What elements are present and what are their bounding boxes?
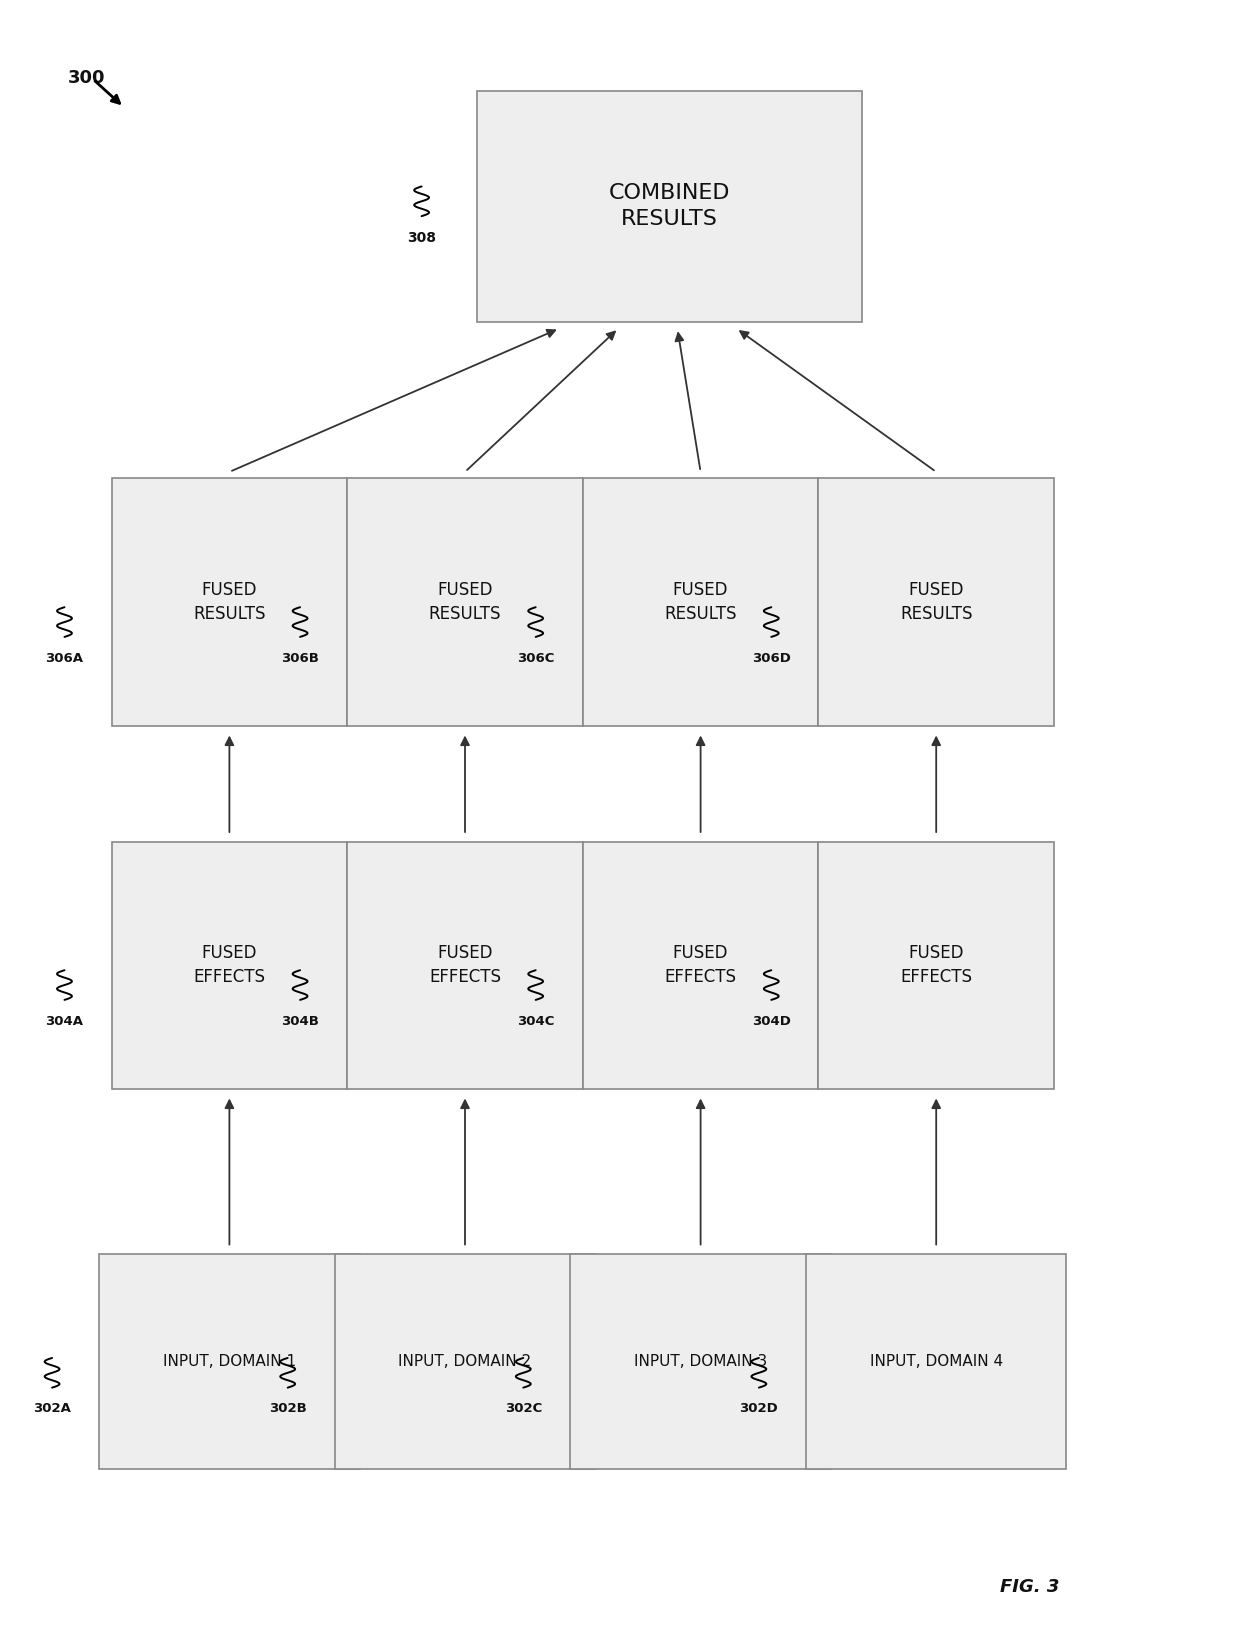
Text: FUSED
EFFECTS: FUSED EFFECTS <box>429 944 501 987</box>
Text: INPUT, DOMAIN 1: INPUT, DOMAIN 1 <box>162 1353 296 1370</box>
Text: 302D: 302D <box>739 1402 779 1416</box>
Text: 302A: 302A <box>33 1402 71 1416</box>
Text: FUSED
RESULTS: FUSED RESULTS <box>900 581 972 624</box>
Bar <box>112 478 347 726</box>
Text: FUSED
RESULTS: FUSED RESULTS <box>429 581 501 624</box>
Bar <box>477 91 862 322</box>
Text: INPUT, DOMAIN 3: INPUT, DOMAIN 3 <box>634 1353 768 1370</box>
Text: INPUT, DOMAIN 4: INPUT, DOMAIN 4 <box>869 1353 1003 1370</box>
Bar <box>347 478 583 726</box>
Bar <box>347 842 583 1089</box>
Text: FUSED
EFFECTS: FUSED EFFECTS <box>900 944 972 987</box>
Text: COMBINED
RESULTS: COMBINED RESULTS <box>609 183 730 229</box>
Text: 304B: 304B <box>281 1015 319 1028</box>
Bar <box>806 1254 1066 1468</box>
Text: 304A: 304A <box>46 1015 83 1028</box>
Text: 306D: 306D <box>751 652 791 665</box>
Text: 304C: 304C <box>517 1015 554 1028</box>
Text: INPUT, DOMAIN 2: INPUT, DOMAIN 2 <box>398 1353 532 1370</box>
Bar <box>570 1254 831 1468</box>
Text: 302C: 302C <box>505 1402 542 1416</box>
Text: 306A: 306A <box>46 652 83 665</box>
Bar <box>583 842 818 1089</box>
Bar <box>335 1254 595 1468</box>
Text: FUSED
RESULTS: FUSED RESULTS <box>193 581 265 624</box>
Bar <box>583 478 818 726</box>
Bar <box>112 842 347 1089</box>
Text: 308: 308 <box>407 231 436 244</box>
Text: 302B: 302B <box>269 1402 306 1416</box>
Text: 304D: 304D <box>751 1015 791 1028</box>
Text: FUSED
EFFECTS: FUSED EFFECTS <box>193 944 265 987</box>
Text: FUSED
EFFECTS: FUSED EFFECTS <box>665 944 737 987</box>
Bar <box>818 842 1054 1089</box>
Text: 300: 300 <box>68 69 105 87</box>
Text: FIG. 3: FIG. 3 <box>999 1579 1059 1596</box>
Text: FUSED
RESULTS: FUSED RESULTS <box>665 581 737 624</box>
Text: 306B: 306B <box>281 652 319 665</box>
Bar <box>818 478 1054 726</box>
Bar <box>99 1254 360 1468</box>
Text: 306C: 306C <box>517 652 554 665</box>
